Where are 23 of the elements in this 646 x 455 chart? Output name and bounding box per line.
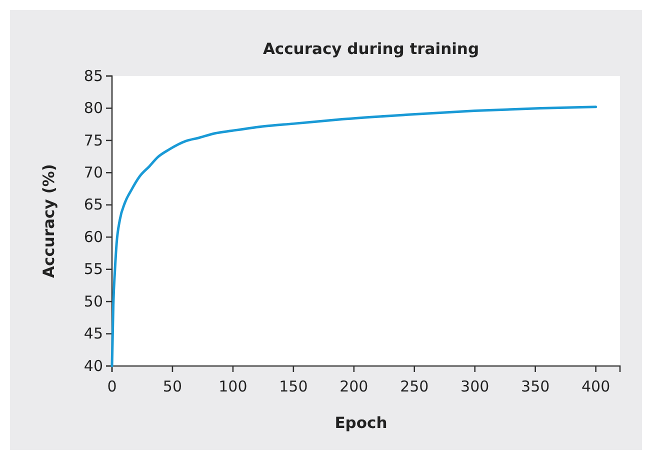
y-tick-label: 40 [84, 356, 103, 375]
x-tick-label: 150 [279, 378, 308, 396]
y-tick-label: 50 [84, 292, 103, 310]
y-tick-label: 65 [84, 196, 103, 214]
y-axis-title: Accuracy (%) [40, 164, 58, 278]
y-tick-label: 85 [84, 66, 103, 85]
x-tick-label: 300 [460, 378, 490, 396]
chart-title: Accuracy during training [262, 40, 480, 58]
y-tick-label: 45 [84, 324, 103, 343]
y-tick-label: 75 [84, 131, 103, 150]
x-axis-title: Epoch [334, 414, 388, 432]
line-series [110, 106, 598, 368]
x-tick-label: 250 [400, 378, 429, 396]
y-tick-label: 70 [84, 163, 103, 182]
x-tick-label: 200 [340, 378, 368, 396]
y-tick-label: 55 [84, 260, 103, 278]
x-tick-label: 350 [521, 378, 550, 396]
x-tick-label: 400 [581, 378, 610, 396]
y-tick-label: 80 [84, 99, 103, 118]
x-tick-label: 50 [162, 378, 182, 396]
x-tick-label: 0 [107, 378, 117, 396]
y-tick-label: 60 [84, 228, 103, 246]
x-tick-label: 100 [218, 378, 248, 396]
